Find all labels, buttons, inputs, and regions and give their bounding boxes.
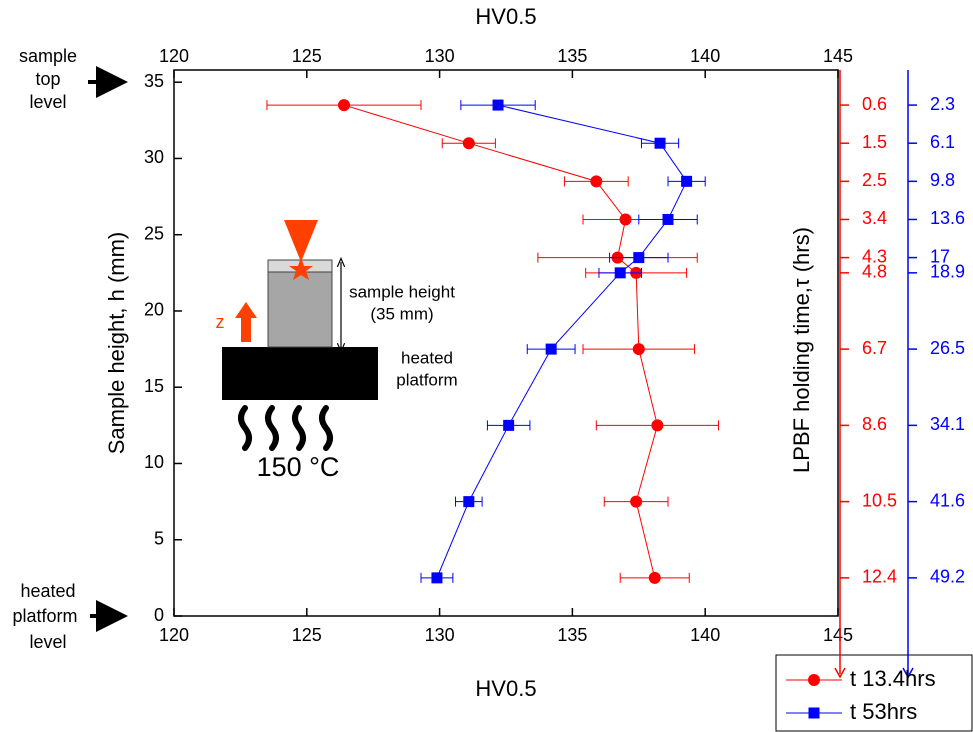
y-tick-label: 5: [154, 528, 164, 548]
tau-tick-label: 41.6: [930, 490, 965, 510]
tau-tick-label: 9.8: [930, 170, 955, 190]
tau-axis-arrow: [902, 667, 914, 679]
marker: [648, 571, 661, 584]
y-tick-label: 35: [144, 71, 164, 91]
x-tick-label-top: 120: [159, 46, 189, 66]
top-level-annotation: sample top level: [19, 46, 128, 112]
marker: [632, 343, 645, 356]
tau-tick-label: 1.5: [862, 132, 887, 152]
inset-label: platform: [396, 370, 457, 389]
y-title: Sample height, h (mm): [104, 232, 129, 455]
marker: [545, 343, 557, 355]
marker: [462, 137, 475, 150]
x-tick-label: 145: [823, 625, 853, 645]
tau-tick-label: 6.1: [930, 132, 955, 152]
tau-tick-label: 2.3: [930, 94, 955, 114]
indent-star: [289, 257, 313, 280]
y-tick-label: 15: [144, 376, 164, 396]
tau-tick-label: 34.1: [930, 414, 965, 434]
tau-tick-label: 2.5: [862, 170, 887, 190]
z-arrow: [235, 302, 257, 342]
series-line: [343, 104, 658, 578]
inset-label: z: [216, 312, 225, 332]
inset-label: heated: [401, 348, 453, 367]
series-line: [436, 104, 688, 579]
marker: [492, 99, 504, 111]
y-tick-label: 25: [144, 223, 164, 243]
tau-tick-label: 3.4: [862, 208, 887, 228]
marker: [614, 267, 626, 279]
tau-tick-label: 4.3: [862, 246, 887, 266]
plot-frame: [173, 69, 839, 617]
y-tick-label: 10: [144, 452, 164, 472]
annotation: top: [35, 69, 60, 89]
indenter: [284, 220, 318, 262]
tau-axis-arrow: [834, 667, 846, 679]
marker: [590, 175, 603, 188]
tau-tick-label: 8.6: [862, 414, 887, 434]
tau-tick-label: 18.9: [930, 262, 965, 282]
annotation: level: [29, 632, 66, 652]
tau-tick-label: 17: [930, 246, 950, 266]
marker: [662, 213, 674, 225]
x-tick-label-top: 135: [557, 46, 587, 66]
x-tick-label: 120: [159, 625, 189, 645]
sample: [267, 271, 333, 348]
annotation: heated: [20, 581, 75, 601]
legend-marker: [808, 707, 820, 719]
platform-level-annotation: heated platform level: [12, 581, 128, 652]
x-tick-label: 130: [425, 625, 455, 645]
x-tick-label-top: 140: [690, 46, 720, 66]
annotation: level: [29, 92, 66, 112]
inset-label: 150 °C: [257, 452, 340, 482]
inset-label: (35 mm): [370, 304, 433, 323]
tau-tick-label: 49.2: [930, 567, 965, 587]
inset-label: sample height: [349, 282, 455, 301]
marker: [633, 252, 645, 264]
tau-tick-label: 13.6: [930, 208, 965, 228]
legend-marker: [808, 674, 820, 686]
annotation: platform: [12, 606, 77, 626]
legend-label: t 13.4hrs: [850, 666, 936, 691]
y-tick-label: 30: [144, 147, 164, 167]
tau-tick-label: 12.4: [862, 567, 897, 587]
tau-tick-label: 0.6: [862, 94, 887, 114]
marker: [654, 137, 666, 149]
marker: [463, 496, 475, 508]
marker: [503, 419, 515, 431]
marker: [619, 213, 632, 226]
marker: [337, 99, 350, 112]
y-tick-label: 20: [144, 300, 164, 320]
x-tick-label-top: 125: [292, 46, 322, 66]
legend-label: t 53hrs: [850, 699, 917, 724]
y-tick-label: 0: [154, 605, 164, 625]
heat-waves: [238, 405, 333, 451]
x-title-bottom: HV0.5: [475, 676, 536, 701]
marker: [681, 175, 693, 187]
x-tick-label: 140: [690, 625, 720, 645]
tau-tick-label: 10.5: [862, 490, 897, 510]
inset-diagram: z sample height (35 mm) heated platform …: [216, 220, 458, 482]
x-tick-label-top: 145: [823, 46, 853, 66]
x-tick-label: 135: [557, 625, 587, 645]
marker: [630, 495, 643, 508]
tau-title: LPBF holding time,τ (hrs): [789, 227, 814, 473]
marker: [431, 572, 443, 584]
tau-tick-label: 26.5: [930, 338, 965, 358]
annotation: sample: [19, 46, 77, 66]
x-tick-label-top: 130: [425, 46, 455, 66]
x-tick-label: 125: [292, 625, 322, 645]
platform-block: [222, 347, 378, 400]
tau-tick-label: 4.8: [862, 262, 887, 282]
marker: [651, 419, 664, 432]
x-title-top: HV0.5: [475, 4, 536, 29]
tau-tick-label: 6.7: [862, 338, 887, 358]
